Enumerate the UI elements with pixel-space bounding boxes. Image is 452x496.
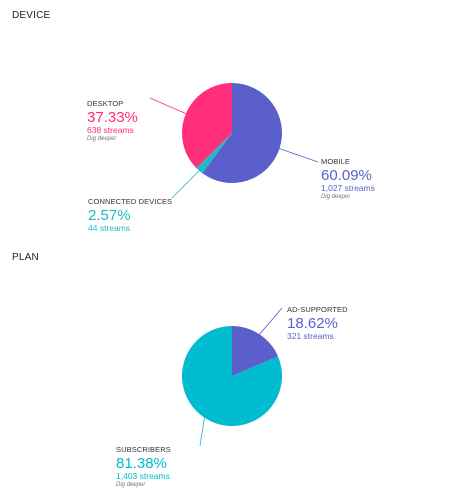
slice-name-ad-supported: AD-SUPPORTED <box>287 305 348 314</box>
pie-slice-mobile[interactable] <box>202 83 282 183</box>
slice-percent-desktop: 37.33% <box>87 108 138 126</box>
leader-line-mobile <box>279 148 319 163</box>
slice-name-connected-devices: CONNECTED DEVICES <box>88 197 173 206</box>
pie-slice-connected-devices[interactable] <box>196 133 232 174</box>
pie-slice-subscribers[interactable] <box>181 326 282 426</box>
slice-streams-ad-supported: 321 streams <box>287 330 334 341</box>
slice-name-mobile: MOBILE <box>321 157 350 166</box>
label-ad-supported: AD-SUPPORTED 18.62% 321 streams <box>287 306 348 340</box>
pie-slice-desktop[interactable] <box>182 83 232 168</box>
dig-deeper-link-subscribers[interactable]: Dig deeper <box>116 482 146 488</box>
plan-pie-chart <box>181 307 283 447</box>
label-connected-devices: CONNECTED DEVICES 2.57% 44 streams <box>88 198 172 232</box>
slice-streams-mobile: 1,027 streams <box>321 182 375 193</box>
slice-name-subscribers: SUBSCRIBERS <box>116 445 171 454</box>
dig-deeper-link-mobile[interactable]: Dig deeper <box>321 194 351 200</box>
slice-percent-subscribers: 81.38% <box>116 454 167 472</box>
pie-slice-ad-supported[interactable] <box>232 326 279 376</box>
slice-percent-connected-devices: 2.57% <box>88 206 131 224</box>
device-pie-chart <box>149 83 319 199</box>
slice-streams-connected-devices: 44 streams <box>88 222 131 233</box>
slice-streams-desktop: 638 streams <box>87 124 134 135</box>
label-mobile: MOBILE 60.09% 1,027 streams Dig deeper <box>321 158 375 200</box>
label-subscribers: SUBSCRIBERS 81.38% 1,403 streams Dig dee… <box>116 446 171 488</box>
slice-percent-ad-supported: 18.62% <box>287 314 338 332</box>
leader-line-desktop <box>149 97 187 114</box>
slice-name-desktop: DESKTOP <box>87 99 124 108</box>
slice-percent-mobile: 60.09% <box>321 166 372 184</box>
leader-line-subscribers <box>199 417 205 447</box>
leader-line-connected-devices <box>171 170 200 199</box>
device-section-title: DEVICE <box>12 10 51 21</box>
label-desktop: DESKTOP 37.33% 638 streams Dig deeper <box>87 100 138 142</box>
dig-deeper-link-desktop[interactable]: Dig deeper <box>87 136 117 142</box>
leader-line-ad-supported <box>259 307 283 335</box>
slice-streams-subscribers: 1,403 streams <box>116 470 170 481</box>
plan-section-title: PLAN <box>12 252 39 263</box>
